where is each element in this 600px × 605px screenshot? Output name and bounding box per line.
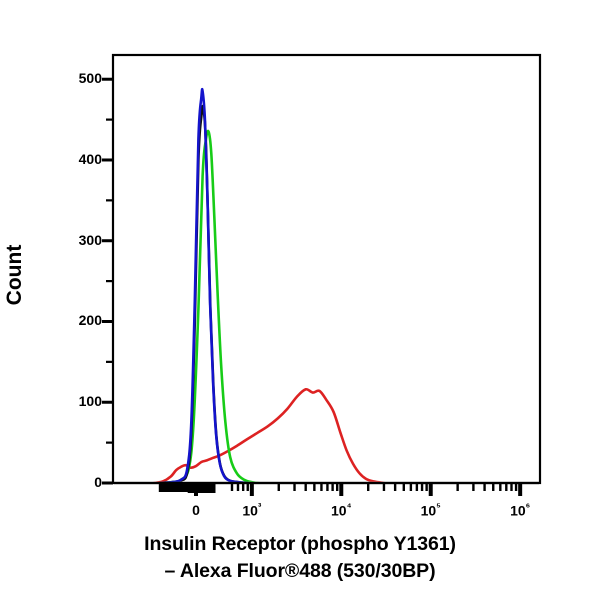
y-tick-label: 200 (78, 312, 102, 329)
y-tick-label: 400 (78, 150, 102, 167)
curve-stained-sample-red (153, 387, 385, 482)
y-tick-label: 500 (78, 70, 102, 87)
y-tick-label: 100 (78, 393, 102, 410)
curve-isotype-control-blue (159, 87, 249, 482)
x-tick-label: 10⁴ (331, 502, 352, 519)
y-tick-label: 0 (94, 474, 102, 490)
x-tick-label: 10⁵ (420, 502, 441, 519)
y-axis-title: Count (3, 244, 26, 306)
chart-title-line-2: – Alexa Fluor®488 (530/30BP) (164, 560, 436, 582)
x-tick-label: 0 (192, 502, 200, 518)
plot-frame (111, 53, 542, 485)
chart-title-line-1: Insulin Receptor (phospho Y1361) (144, 533, 456, 555)
x-tick-label: 10³ (242, 502, 262, 519)
x-tick-label: 10⁶ (510, 502, 531, 519)
y-tick-label: 300 (78, 231, 102, 248)
curves-group (153, 87, 385, 482)
chart-title: Insulin Receptor (phospho Y1361) – Alexa… (0, 531, 600, 585)
